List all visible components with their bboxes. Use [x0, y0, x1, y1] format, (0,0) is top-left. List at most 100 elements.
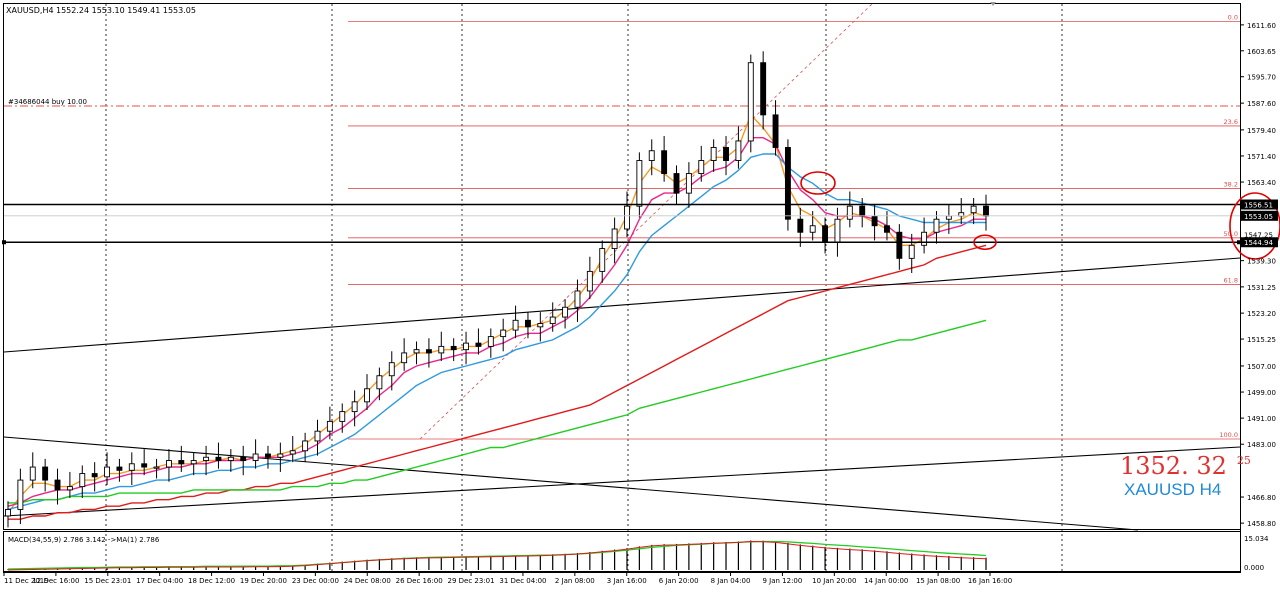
candle-body-51: [636, 160, 643, 207]
candle-body-56: [698, 160, 705, 175]
watermark-price-main: 1352. 32: [1120, 452, 1227, 480]
candle-body-9: [116, 466, 123, 471]
price-axis[interactable]: 1611.60 1603.65 1595.70 1587.60 1579.40 1571.…: [1240, 22, 1278, 528]
candle-body-16: [203, 456, 210, 461]
candle-body-40: [500, 329, 507, 338]
time-tick-label-13: 6 Jan 20:00: [659, 577, 699, 585]
candle-body-4: [54, 479, 61, 491]
price-tick-label-11: 1515.25: [1247, 336, 1276, 344]
candle-body-22: [277, 453, 284, 458]
time-tick-label-14: 8 Jan 04:00: [711, 577, 751, 585]
macd-signal-line: [7, 540, 987, 570]
candle-body-64: [797, 218, 804, 233]
candle-body-59: [735, 140, 742, 161]
time-tick-label-2: 15 Dec 23:01: [84, 577, 131, 585]
candle-body-6: [79, 473, 86, 488]
candle-body-50: [624, 205, 630, 230]
candle-body-76: [945, 215, 952, 220]
candle-body-30: [376, 375, 383, 390]
moving-average-line-4: [8, 319, 987, 504]
candle-body-48: [599, 248, 606, 272]
candle-body-44: [549, 316, 556, 325]
candle-body-34: [425, 349, 432, 354]
candle-body-13: [165, 460, 172, 468]
horizontal-lines[interactable]: [2, 203, 1241, 245]
candle-body-46: [574, 290, 581, 308]
trendline-lower-channel: [3, 446, 1241, 517]
candle-body-37: [463, 342, 470, 351]
price-tick-label-13: 1499.00: [1247, 389, 1276, 397]
moving-average-line-0: [7, 113, 987, 514]
time-tick-label-7: 24 Dec 08:00: [344, 577, 391, 585]
candle-body-61: [760, 62, 767, 116]
price-tick-label-1: 1603.65: [1247, 48, 1276, 56]
fib-label-23.6: 23.6: [1224, 118, 1238, 126]
candle-body-74: [921, 231, 928, 246]
candle-body-33: [413, 349, 420, 354]
candle-body-73: [908, 244, 915, 259]
macd-axis-top: 15.034: [1244, 535, 1269, 543]
price-tick-label-15: 1483.00: [1247, 441, 1276, 449]
candle-body-71: [884, 225, 890, 233]
price-tag-upper-bg: [1241, 199, 1278, 210]
watermark-price: 1352. 32 25: [1120, 452, 1251, 480]
candle-body-11: [141, 463, 148, 468]
fib-trend-line: [419, 3, 873, 440]
candle-body-3: [42, 466, 49, 481]
time-tick-label-0: 11 Dec 2019: [4, 577, 49, 585]
time-tick-label-16: 10 Jan 20:00: [812, 577, 856, 585]
candle-body-69: [859, 205, 866, 217]
time-tick-label-17: 14 Jan 00:00: [864, 577, 908, 585]
price-tick-label-8: 1539.30: [1247, 258, 1276, 266]
watermark-price-sup: 25: [1236, 454, 1251, 467]
candle-body-24: [302, 440, 309, 452]
candle-body-2: [29, 466, 36, 481]
candle-body-79: [983, 205, 989, 217]
candle-body-53: [661, 150, 668, 175]
candle-body-55: [685, 173, 692, 194]
level-handle-left: [2, 240, 6, 245]
price-tick-label-4: 1579.40: [1247, 127, 1276, 135]
time-tick-label-19: 16 Jan 16:00: [968, 577, 1012, 585]
candle-body-43: [537, 323, 544, 328]
price-tick-label-6: 1563.40: [1247, 179, 1276, 187]
ohlc-header: 1552.24 1553.10 1549.41 1553.05: [56, 6, 196, 15]
price-tag-under-current: 1547.25: [1244, 232, 1273, 240]
candle-body-66: [822, 225, 829, 243]
candle-body-36: [450, 345, 457, 351]
moving-average-line-2: [7, 153, 986, 511]
candle-body-28: [351, 401, 358, 413]
moving-average-line-1: [7, 137, 986, 507]
time-tick-label-12: 3 Jan 16:00: [607, 577, 647, 585]
candle-body-75: [933, 218, 940, 233]
moving-average-line-3: [8, 244, 987, 520]
candle-body-14: [178, 460, 185, 465]
candle-body-20: [252, 453, 259, 461]
time-tick-label-10: 31 Dec 04:00: [499, 577, 546, 585]
price-tag-lower: 1544.94: [1244, 239, 1273, 247]
candle-body-27: [339, 411, 346, 422]
price-tick-label-5: 1571.40: [1247, 153, 1276, 161]
candle-body-63: [784, 147, 791, 220]
trendline-descending: [3, 436, 1139, 531]
macd-header: MACD(34,55,9) 2.786 3.142 ->MA(1) 2.786: [8, 536, 160, 544]
fib-label-38.2: 38.2: [1224, 181, 1238, 189]
time-tick-label-8: 26 Dec 16:00: [396, 577, 443, 585]
scroll-marker-icon[interactable]: [990, 2, 996, 6]
candle-body-78: [970, 205, 977, 214]
candle-body-47: [586, 270, 593, 292]
candle-body-42: [524, 319, 531, 328]
macd-indicator: [7, 540, 987, 571]
price-tick-label-17: 1458.80: [1247, 520, 1276, 528]
candle-body-1: [17, 479, 24, 510]
highlight-circle-ma-touch: [973, 234, 997, 251]
price-tick-label-3: 1587.60: [1247, 100, 1276, 108]
highlight-circles: [800, 171, 1280, 260]
candle-body-58: [723, 147, 729, 161]
price-tag-current: 1553.05: [1244, 213, 1273, 221]
candle-body-45: [562, 306, 569, 318]
